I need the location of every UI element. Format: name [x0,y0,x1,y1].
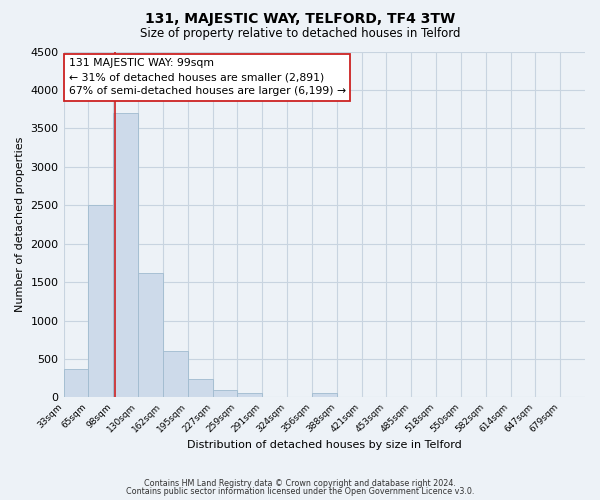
Bar [238,394,262,398]
X-axis label: Distribution of detached houses by size in Telford: Distribution of detached houses by size … [187,440,461,450]
Bar [188,379,212,398]
Bar [212,390,238,398]
Bar [113,113,138,398]
Bar [88,206,113,398]
Text: Size of property relative to detached houses in Telford: Size of property relative to detached ho… [140,28,460,40]
Bar [138,272,163,398]
Text: Contains HM Land Registry data © Crown copyright and database right 2024.: Contains HM Land Registry data © Crown c… [144,478,456,488]
Bar [64,368,88,398]
Text: 131, MAJESTIC WAY, TELFORD, TF4 3TW: 131, MAJESTIC WAY, TELFORD, TF4 3TW [145,12,455,26]
Bar [163,352,188,398]
Text: Contains public sector information licensed under the Open Government Licence v3: Contains public sector information licen… [126,487,474,496]
Y-axis label: Number of detached properties: Number of detached properties [15,137,25,312]
Text: 131 MAJESTIC WAY: 99sqm
← 31% of detached houses are smaller (2,891)
67% of semi: 131 MAJESTIC WAY: 99sqm ← 31% of detache… [69,58,346,96]
Bar [312,394,337,398]
